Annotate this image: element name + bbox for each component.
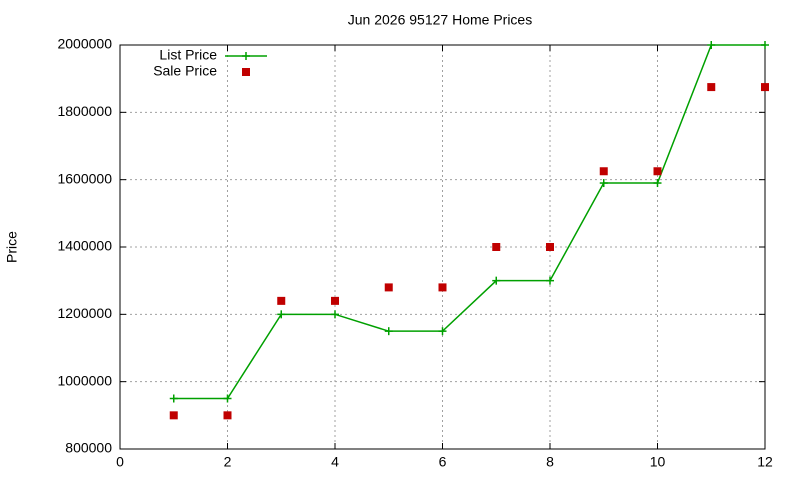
point bbox=[599, 167, 608, 176]
y-tick-label: 1200000 bbox=[57, 305, 112, 321]
point bbox=[169, 394, 178, 403]
point bbox=[331, 296, 339, 305]
y-axis-label: Price bbox=[4, 231, 20, 263]
point bbox=[492, 276, 501, 285]
point bbox=[546, 243, 554, 251]
point bbox=[492, 243, 501, 251]
point bbox=[438, 283, 447, 292]
x-tick-label: 4 bbox=[331, 454, 339, 470]
y-tick-label: 1000000 bbox=[57, 372, 112, 388]
x-tick-label: 2 bbox=[224, 454, 232, 470]
point bbox=[653, 179, 662, 188]
series-line bbox=[173, 44, 765, 400]
y-tick-label: 2000000 bbox=[57, 36, 112, 52]
point bbox=[761, 83, 769, 92]
point bbox=[242, 68, 250, 76]
legend-label: List Price bbox=[159, 47, 217, 63]
point bbox=[169, 411, 178, 420]
x-tick-label: 8 bbox=[546, 454, 554, 470]
legend-label: Sale Price bbox=[153, 63, 217, 79]
point bbox=[707, 83, 716, 92]
point bbox=[223, 411, 232, 420]
y-tick-label: 1400000 bbox=[57, 238, 112, 254]
y-tick-label: 1800000 bbox=[57, 103, 112, 119]
point bbox=[761, 41, 769, 49]
point bbox=[277, 296, 286, 305]
point bbox=[438, 327, 447, 336]
y-tick-label: 1600000 bbox=[57, 170, 112, 186]
point bbox=[546, 276, 554, 285]
x-tick-label: 6 bbox=[439, 454, 447, 470]
point bbox=[331, 310, 339, 319]
x-tick-label: 10 bbox=[650, 454, 666, 470]
point bbox=[277, 310, 286, 319]
point bbox=[223, 394, 232, 403]
x-tick-label: 12 bbox=[757, 454, 773, 470]
plot-border bbox=[119, 44, 766, 450]
point bbox=[384, 283, 393, 292]
point bbox=[707, 41, 716, 49]
point bbox=[599, 179, 608, 188]
chart-title: Jun 2026 95127 Home Prices bbox=[348, 12, 532, 28]
y-tick-label: 800000 bbox=[65, 440, 112, 456]
point bbox=[242, 52, 250, 60]
x-tick-label: 0 bbox=[116, 454, 124, 470]
point bbox=[653, 167, 662, 176]
point bbox=[384, 327, 393, 336]
